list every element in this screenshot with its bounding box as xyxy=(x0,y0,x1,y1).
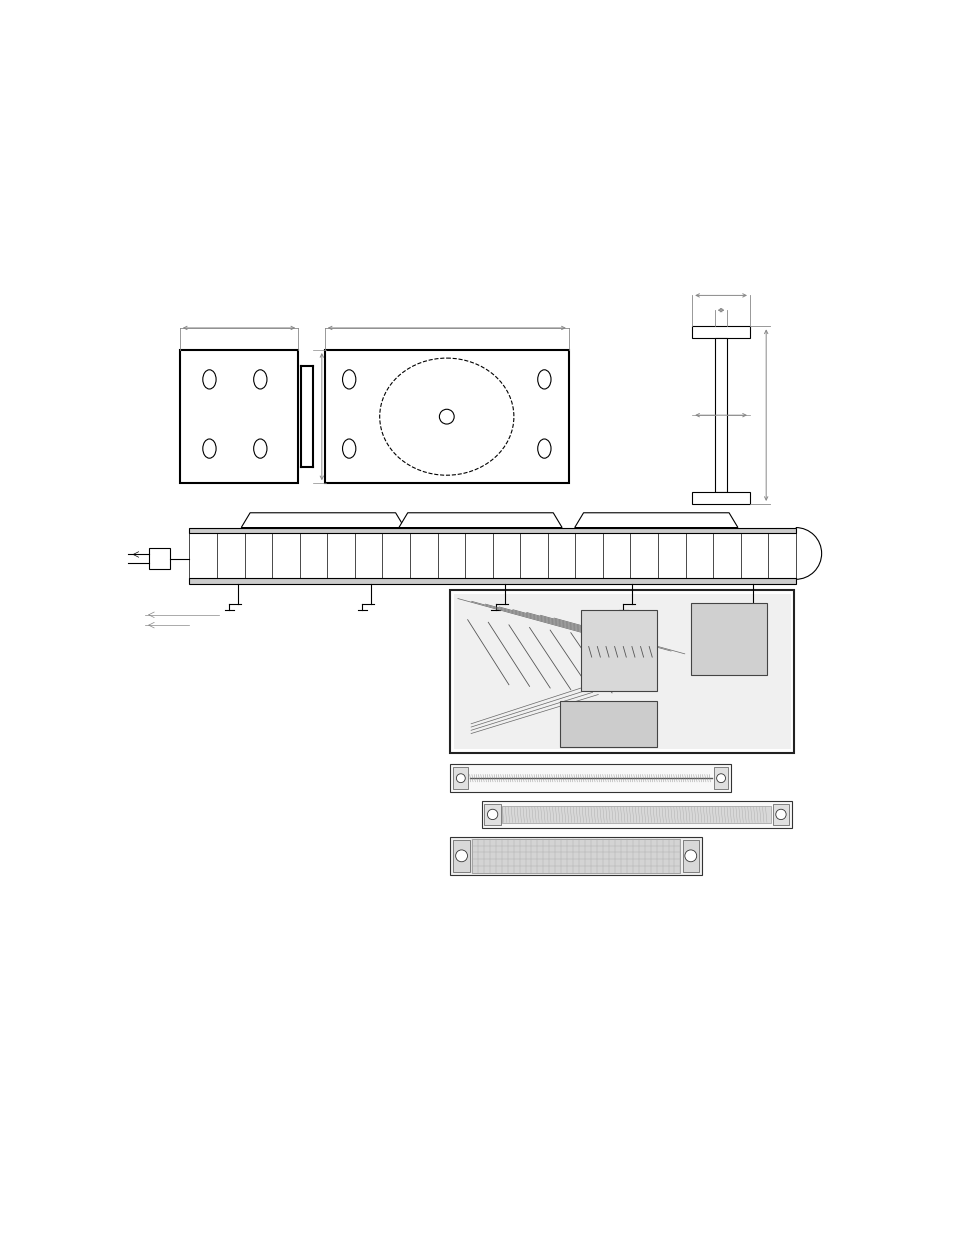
Polygon shape xyxy=(241,513,404,527)
Ellipse shape xyxy=(253,369,267,389)
Ellipse shape xyxy=(439,369,453,389)
Circle shape xyxy=(775,809,785,820)
Bar xyxy=(692,326,749,338)
Bar xyxy=(714,338,726,493)
Bar xyxy=(481,802,791,827)
Polygon shape xyxy=(398,513,561,527)
Ellipse shape xyxy=(203,438,216,458)
Circle shape xyxy=(487,809,497,820)
Bar xyxy=(450,836,701,876)
Polygon shape xyxy=(574,513,738,527)
Ellipse shape xyxy=(342,369,355,389)
Bar xyxy=(484,804,500,825)
Bar xyxy=(454,594,790,750)
Bar xyxy=(190,527,795,534)
Circle shape xyxy=(684,850,696,862)
Circle shape xyxy=(716,774,724,783)
Bar xyxy=(190,578,795,584)
Ellipse shape xyxy=(537,438,551,458)
Bar xyxy=(501,806,771,823)
Bar xyxy=(450,590,794,753)
Bar xyxy=(453,767,468,789)
Circle shape xyxy=(439,409,454,424)
Bar xyxy=(450,764,731,792)
Bar xyxy=(560,701,656,746)
Bar xyxy=(149,548,170,569)
Bar xyxy=(180,350,298,483)
Bar xyxy=(472,839,679,873)
Ellipse shape xyxy=(342,438,355,458)
Ellipse shape xyxy=(379,358,514,475)
Bar xyxy=(692,493,749,504)
Bar xyxy=(713,767,728,789)
Bar xyxy=(690,604,766,676)
Circle shape xyxy=(456,850,467,862)
Bar xyxy=(682,840,699,872)
Circle shape xyxy=(456,774,465,783)
Bar xyxy=(324,350,568,483)
Ellipse shape xyxy=(537,369,551,389)
Ellipse shape xyxy=(253,438,267,458)
Ellipse shape xyxy=(439,438,453,458)
Ellipse shape xyxy=(203,369,216,389)
Bar xyxy=(453,840,469,872)
Bar xyxy=(772,804,788,825)
Bar xyxy=(580,610,656,692)
